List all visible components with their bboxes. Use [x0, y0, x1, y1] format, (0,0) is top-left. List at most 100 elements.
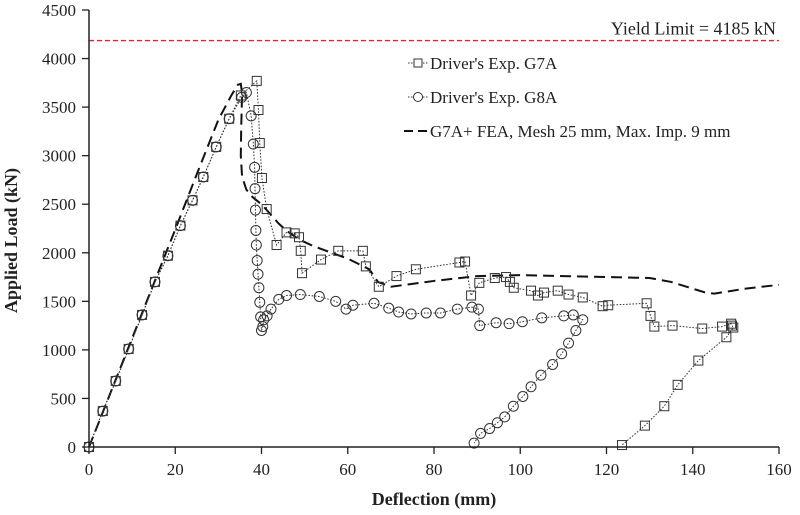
g8a-point [174, 220, 186, 232]
g7a-point [672, 379, 683, 390]
legend-item-g7a: Driver's Exp. G7A [408, 54, 558, 73]
x-ticks: 0 20 40 60 80 100 120 140 160 [85, 447, 792, 479]
x-tick-label: 160 [766, 460, 792, 479]
g7a-point [454, 257, 465, 268]
legend-fea-label: G7A+ FEA, Mesh 25 mm, Max. Imp. 9 mm [430, 122, 730, 141]
g7a-point [333, 245, 344, 256]
g7a-point [603, 300, 614, 311]
g7a-point [659, 401, 670, 412]
x-tick-label: 40 [253, 460, 270, 479]
x-axis-title: Deflection (mm) [372, 489, 496, 510]
g7a-point [261, 204, 272, 215]
g7a-point [508, 282, 519, 293]
x-tick-label: 60 [339, 460, 356, 479]
legend-item-g8a: Driver's Exp. G8A [408, 88, 558, 107]
g8a-point [265, 303, 277, 315]
g8a-point [187, 194, 198, 206]
g7a-point [649, 321, 660, 332]
g8a-point [110, 375, 122, 387]
g8a-point [340, 303, 352, 315]
y-tick-label: 3500 [42, 98, 76, 117]
y-tick-label: 1500 [42, 292, 76, 311]
y-tick-label: 2500 [42, 195, 76, 214]
g8a-point [252, 268, 264, 280]
g8a-point [294, 289, 306, 301]
g7a-point [360, 261, 371, 272]
legend-g7a-label: Driver's Exp. G7A [430, 54, 558, 73]
g8a-point [254, 296, 266, 308]
g7a-point [187, 195, 198, 206]
axes: 0 20 40 60 80 100 120 140 160 0 500 1000 1500 2000 25… [42, 1, 792, 479]
g8a-point [347, 299, 359, 311]
g8a-point [97, 405, 109, 417]
g7a-point [721, 332, 732, 343]
g7a-point [211, 141, 222, 152]
y-tick-label: 4500 [42, 1, 76, 20]
series-line-2 [88, 82, 780, 448]
g8a-point [474, 320, 486, 332]
g8a-point [245, 110, 257, 122]
y-tick-label: 1000 [42, 341, 76, 360]
g7a-point [294, 232, 305, 243]
g8a-point [197, 171, 209, 183]
g8a-point [503, 318, 515, 330]
g7a-point [281, 227, 292, 238]
g8a-point [472, 303, 484, 315]
g8a-point [162, 250, 174, 262]
y-tick-label: 3000 [42, 147, 76, 166]
g7a-point [697, 323, 708, 334]
series-line-0 [88, 79, 734, 448]
x-tick-label: 0 [85, 460, 94, 479]
g8a-point [507, 400, 519, 412]
legend: Driver's Exp. G7A Driver's Exp. G8A G7A+… [404, 54, 730, 141]
g8a-point [368, 297, 380, 309]
g7a-point [474, 277, 485, 288]
g8a-point [249, 161, 261, 173]
yield-limit-group: Yield Limit = 4185 kN [89, 19, 779, 42]
g7a-point [641, 298, 652, 309]
g8a-point [556, 348, 568, 360]
g7a-point [504, 276, 515, 287]
g8a-point [330, 295, 342, 307]
g8a-point [516, 316, 528, 328]
y-ticks: 0 500 1000 1500 2000 2500 3000 3500 4000 4500 [42, 1, 89, 457]
legend-g8a-label: Driver's Exp. G8A [430, 88, 558, 107]
g8a-point [451, 303, 463, 315]
yield-limit-label: Yield Limit = 4185 kN [611, 19, 776, 39]
series-line-1 [88, 91, 584, 448]
y-tick-label: 2000 [42, 244, 76, 263]
g8a-point [536, 312, 548, 324]
g8a-point [257, 321, 269, 333]
g7a-point [253, 105, 264, 116]
g8a-point [250, 224, 262, 236]
g7a-point [466, 290, 477, 301]
g8a-point [434, 307, 446, 319]
g7a-point [693, 355, 704, 366]
g8a-point [475, 427, 487, 439]
g7a-point [639, 420, 650, 431]
x-tick-label: 20 [167, 460, 184, 479]
series-1 [83, 87, 589, 453]
g8a-point [123, 343, 135, 355]
g7a-point [728, 322, 739, 333]
g8a-point [525, 381, 537, 393]
g8a-point [136, 309, 148, 321]
g8a-point [491, 417, 503, 429]
g8a-point [393, 306, 405, 318]
g8a-point [517, 391, 529, 403]
g7a-point [538, 287, 549, 298]
y-tick-label: 4000 [42, 50, 76, 69]
g7a-point [224, 113, 235, 124]
x-tick-label: 100 [508, 460, 534, 479]
g7a-point [271, 240, 282, 251]
g7a-point [532, 290, 543, 301]
plot-series [83, 75, 780, 453]
g8a-point [535, 369, 547, 381]
g8a-point [149, 276, 161, 288]
legend-square-marker-icon [413, 58, 423, 68]
g8a-point [490, 317, 502, 329]
g8a-point [567, 309, 579, 321]
g8a-point [251, 255, 263, 267]
g7a-point [617, 440, 628, 451]
g7a-point [297, 268, 308, 279]
